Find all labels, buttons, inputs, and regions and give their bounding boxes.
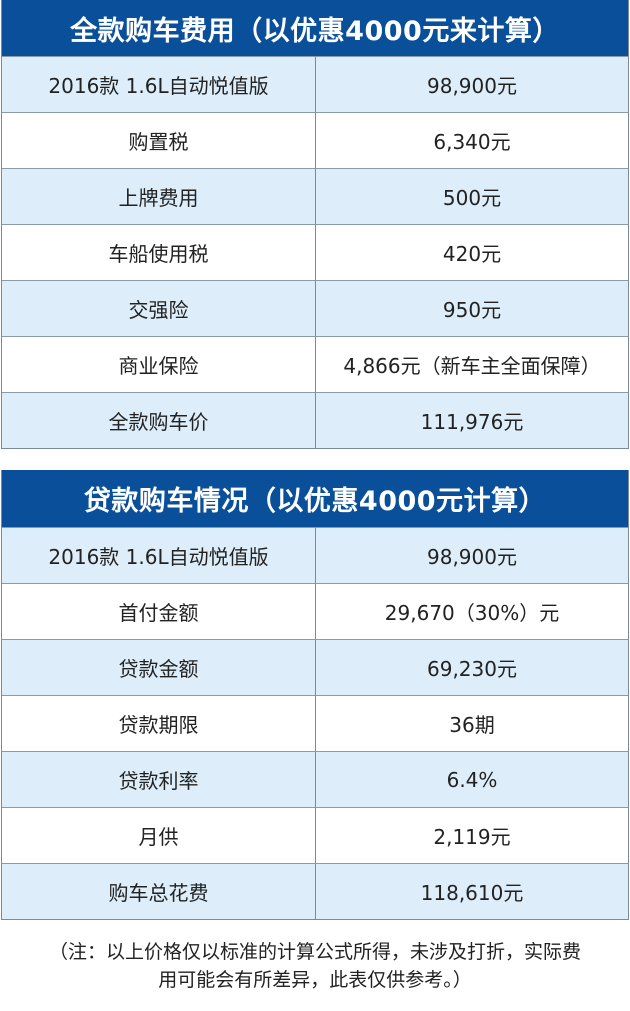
row-label: 车船使用税 — [2, 225, 316, 280]
table-row: 车船使用税 420元 — [2, 224, 628, 280]
table-row: 首付金额 29,670（30%）元 — [2, 583, 628, 639]
row-label: 贷款利率 — [2, 752, 316, 807]
table-row: 购置税 6,340元 — [2, 112, 628, 168]
table-row: 商业保险 4,866元（新车主全面保障） — [2, 336, 628, 392]
footnote: （注：以上价格仅以标准的计算公式所得，未涉及打折，实际费 用可能会有所差异，此表… — [0, 938, 630, 994]
row-label: 上牌费用 — [2, 169, 316, 224]
row-label: 首付金额 — [2, 584, 316, 639]
row-value: 950元 — [442, 298, 502, 322]
row-value: 6.4% — [446, 767, 498, 792]
table-row: 贷款期限 36期 — [2, 695, 628, 751]
row-label: 贷款期限 — [2, 696, 316, 751]
row-label: 购置税 — [2, 113, 316, 168]
footnote-line-1: （注：以上价格仅以标准的计算公式所得，未涉及打折，实际费 — [48, 941, 581, 963]
row-label: 全款购车价 — [2, 393, 316, 448]
row-label: 月供 — [2, 808, 316, 863]
full-payment-title: 全款购车费用（以优惠4000元来计算） — [2, 0, 628, 56]
row-label: 2016款 1.6L自动悦值版 — [2, 528, 316, 583]
row-value: 4,866元（新车主全面保障） — [343, 354, 601, 378]
row-value: 36期 — [449, 713, 495, 737]
table-row: 购车总花费 118,610元 — [2, 863, 628, 919]
row-label: 交强险 — [2, 281, 316, 336]
row-value: 111,976元 — [420, 410, 524, 434]
table-row: 上牌费用 500元 — [2, 168, 628, 224]
row-value: 6,340元 — [433, 130, 511, 154]
table-row: 月供 2,119元 — [2, 807, 628, 863]
row-value: 118,610元 — [420, 881, 524, 905]
full-payment-table: 全款购车费用（以优惠4000元来计算） 2016款 1.6L自动悦值版 98,9… — [1, 0, 629, 449]
row-label: 购车总花费 — [2, 864, 316, 919]
row-value: 420元 — [442, 242, 502, 266]
table-row: 交强险 950元 — [2, 280, 628, 336]
row-value: 500元 — [442, 186, 502, 210]
row-label: 贷款金额 — [2, 640, 316, 695]
table-row: 2016款 1.6L自动悦值版 98,900元 — [2, 56, 628, 112]
footnote-line-2: 用可能会有所差异，此表仅供参考。） — [158, 969, 472, 991]
table-row: 全款购车价 111,976元 — [2, 392, 628, 448]
row-value: 98,900元 — [427, 74, 517, 98]
table-row: 2016款 1.6L自动悦值版 98,900元 — [2, 527, 628, 583]
row-label: 商业保险 — [2, 337, 316, 392]
row-value: 98,900元 — [427, 545, 517, 569]
row-value: 69,230元 — [427, 657, 517, 681]
row-value: 2,119元 — [433, 825, 511, 849]
loan-payment-title: 贷款购车情况（以优惠4000元计算） — [2, 470, 628, 527]
table-row: 贷款利率 6.4% — [2, 751, 628, 807]
row-value: 29,670（30%）元 — [384, 601, 560, 625]
row-label: 2016款 1.6L自动悦值版 — [2, 57, 316, 112]
loan-payment-table: 贷款购车情况（以优惠4000元计算） 2016款 1.6L自动悦值版 98,90… — [1, 470, 629, 920]
table-row: 贷款金额 69,230元 — [2, 639, 628, 695]
